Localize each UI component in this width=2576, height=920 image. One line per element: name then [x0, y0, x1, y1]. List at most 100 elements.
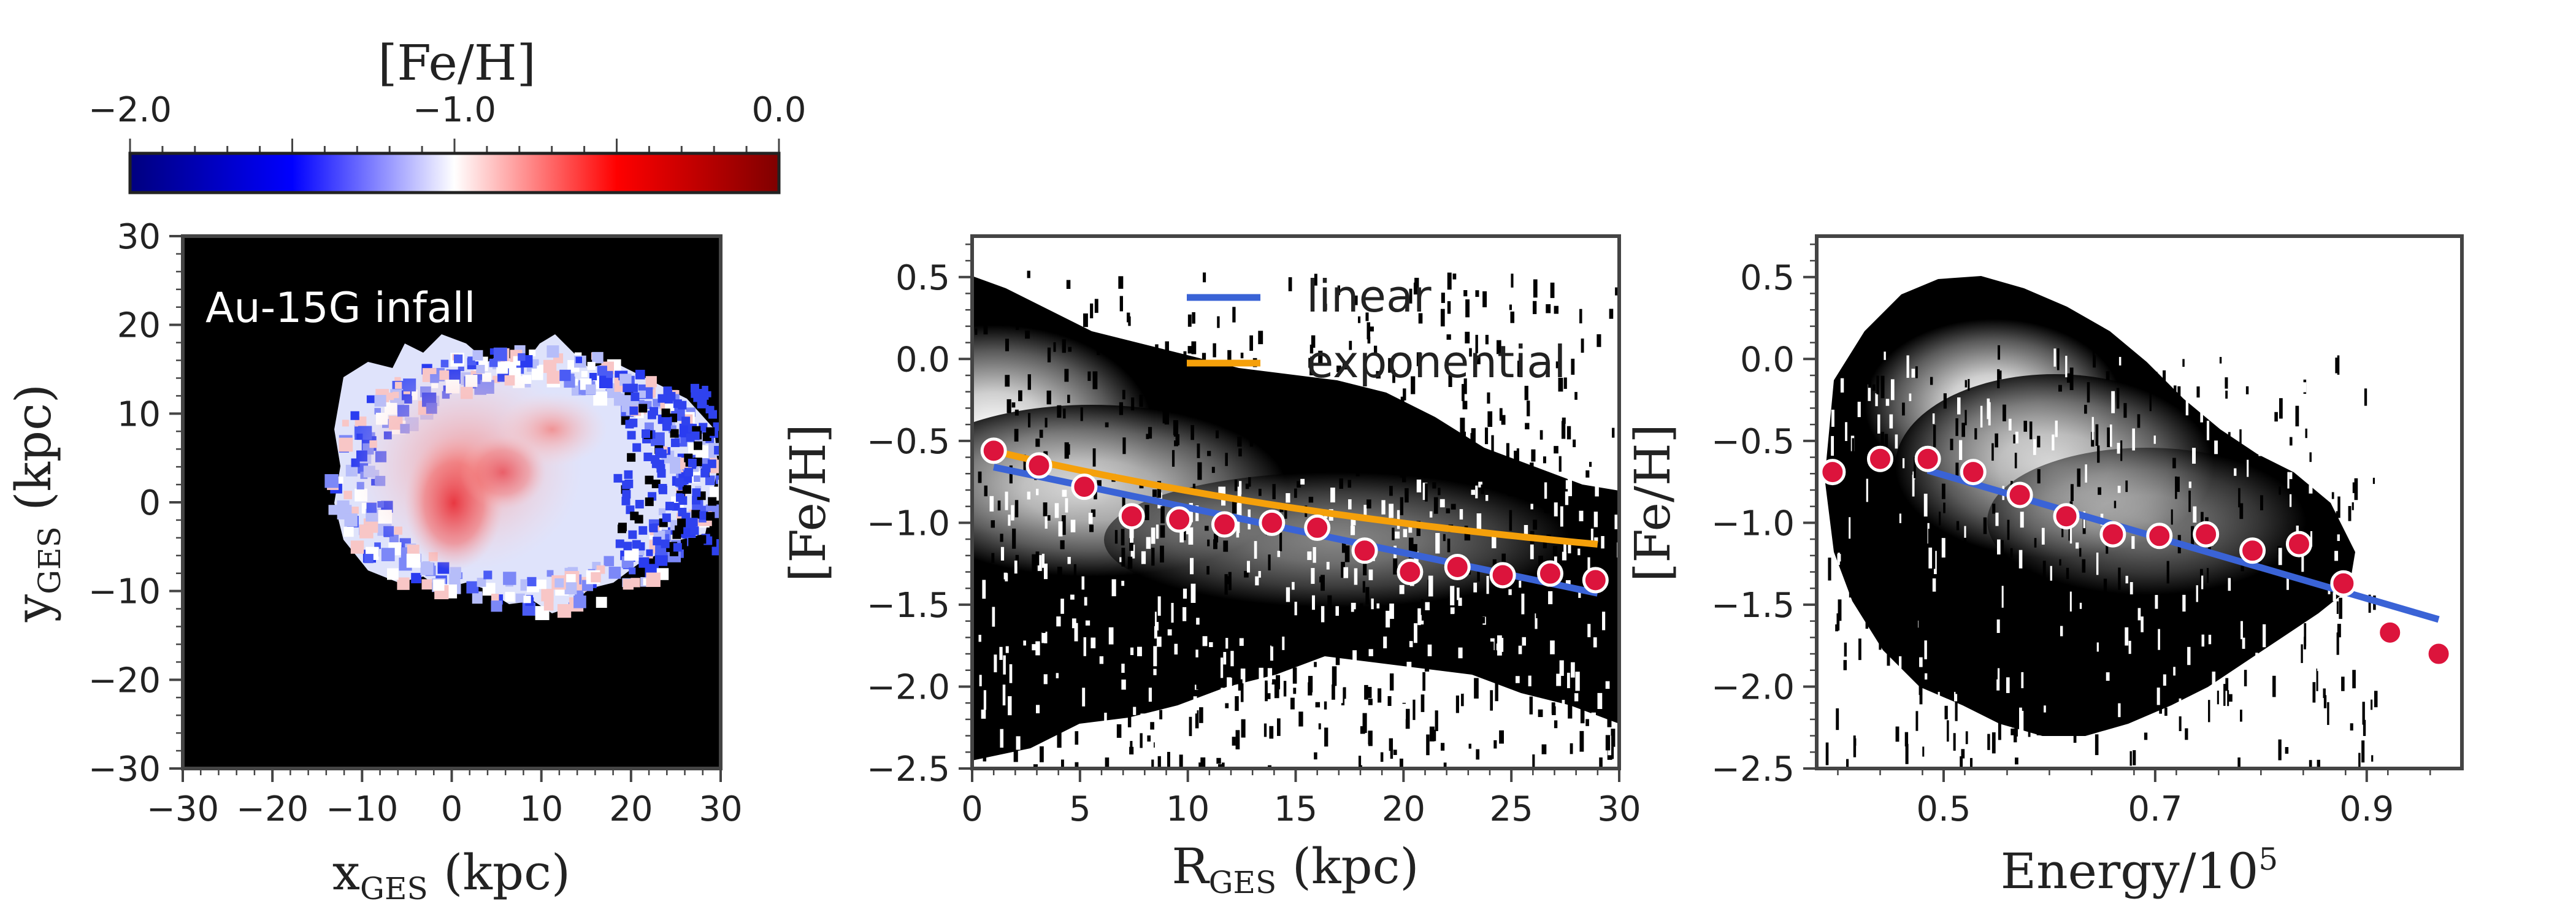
density-bin — [1374, 616, 1379, 622]
density-bin — [1955, 462, 1959, 477]
density-bin — [2336, 632, 2339, 655]
density-bin — [1368, 686, 1372, 699]
density-bin — [1255, 576, 1259, 586]
density-bin — [1386, 610, 1390, 628]
density-bin — [1282, 734, 1287, 743]
map-cell — [631, 578, 640, 588]
density-bin — [1056, 616, 1061, 627]
map-annotation: Au-15G infall — [205, 284, 475, 332]
density-bin — [1928, 629, 1931, 642]
density-bin — [1263, 762, 1267, 769]
density-bin — [2000, 540, 2004, 557]
density-bin — [1450, 607, 1455, 615]
density-bin — [1392, 527, 1395, 540]
density-bin — [1112, 352, 1116, 361]
density-bin — [1211, 467, 1215, 473]
density-bin — [2131, 536, 2135, 549]
density-bin — [1559, 660, 1564, 677]
density-bin — [1399, 758, 1403, 769]
density-bin — [1022, 586, 1025, 601]
density-bin — [1850, 416, 1853, 434]
density-bin — [1930, 377, 1933, 385]
map-cell — [613, 473, 623, 483]
density-bin — [1297, 481, 1301, 488]
density-bin — [1065, 498, 1068, 513]
density-bin — [1281, 731, 1285, 737]
legend: linear exponential — [1187, 270, 1566, 388]
density-bin — [1571, 361, 1574, 367]
density-bin — [1568, 705, 1573, 719]
density-bin — [1324, 701, 1327, 710]
density-bin — [1343, 361, 1347, 370]
density-bin — [1914, 616, 1919, 632]
density-bin — [2321, 562, 2325, 581]
density-bin — [1258, 488, 1262, 496]
radial-y-tick-label: −2.0 — [867, 667, 950, 707]
density-bin — [2095, 734, 2099, 756]
density-bin — [1847, 429, 1851, 441]
density-bin — [2227, 690, 2229, 707]
map-cell — [531, 368, 543, 380]
density-bin — [1207, 539, 1210, 546]
density-bin — [1144, 364, 1149, 379]
density-bin — [1303, 624, 1307, 639]
density-bin — [1413, 699, 1416, 720]
density-bin — [1528, 754, 1533, 769]
density-bin — [1531, 652, 1535, 665]
density-bin — [1844, 698, 1847, 707]
map-cell — [705, 475, 715, 485]
density-bin — [1292, 667, 1297, 684]
radial-x-tick-label: 25 — [1490, 789, 1533, 829]
map-cell — [713, 422, 721, 431]
density-bin — [1097, 582, 1100, 593]
map-cell — [627, 431, 636, 440]
density-bin — [1092, 448, 1096, 467]
density-bin — [1938, 598, 1941, 608]
density-bin — [1928, 547, 1933, 569]
density-bin — [1417, 670, 1422, 683]
density-bin — [1454, 652, 1459, 667]
energy-median-point — [1866, 445, 1893, 472]
energy-density-outer — [1987, 448, 2306, 595]
density-bin — [1173, 421, 1179, 437]
density-bin — [1370, 326, 1374, 332]
density-bin — [2240, 710, 2242, 722]
density-bin — [2123, 403, 2127, 418]
density-bin — [2278, 548, 2282, 565]
density-bin — [2166, 608, 2169, 619]
map-cell — [622, 489, 631, 499]
density-bin — [1057, 567, 1062, 581]
density-bin — [2114, 500, 2117, 508]
radial-median-point — [980, 437, 1007, 464]
density-bin — [1931, 549, 1936, 569]
density-bin — [1826, 545, 1828, 564]
density-bin — [1476, 513, 1482, 531]
density-bin — [1489, 642, 1494, 656]
density-bin — [1845, 422, 1847, 442]
density-bin — [2315, 464, 2319, 486]
density-bin — [1612, 427, 1615, 438]
density-bin — [1033, 764, 1038, 769]
density-bin — [983, 690, 987, 710]
density-bin — [1422, 672, 1426, 691]
map-warm-region-center — [460, 435, 546, 509]
density-bin — [1877, 550, 1880, 570]
density-bin — [1924, 640, 1927, 659]
density-bin — [2087, 381, 2090, 403]
density-bin — [1091, 637, 1096, 649]
map-cell — [646, 549, 653, 556]
density-bin — [2198, 638, 2201, 648]
density-bin — [1609, 309, 1614, 319]
energy-y-label: [Fe/H] — [1624, 424, 1681, 582]
density-bin — [1232, 499, 1237, 514]
density-bin — [1836, 708, 1839, 730]
density-bin — [1389, 504, 1394, 518]
density-bin — [1222, 615, 1226, 626]
density-bin — [2201, 634, 2205, 647]
density-bin — [1416, 352, 1422, 367]
density-bin — [1614, 515, 1619, 529]
density-bin — [1566, 672, 1570, 688]
density-bin — [1833, 393, 1836, 403]
density-bin — [1368, 569, 1373, 581]
density-bin — [1390, 748, 1393, 759]
